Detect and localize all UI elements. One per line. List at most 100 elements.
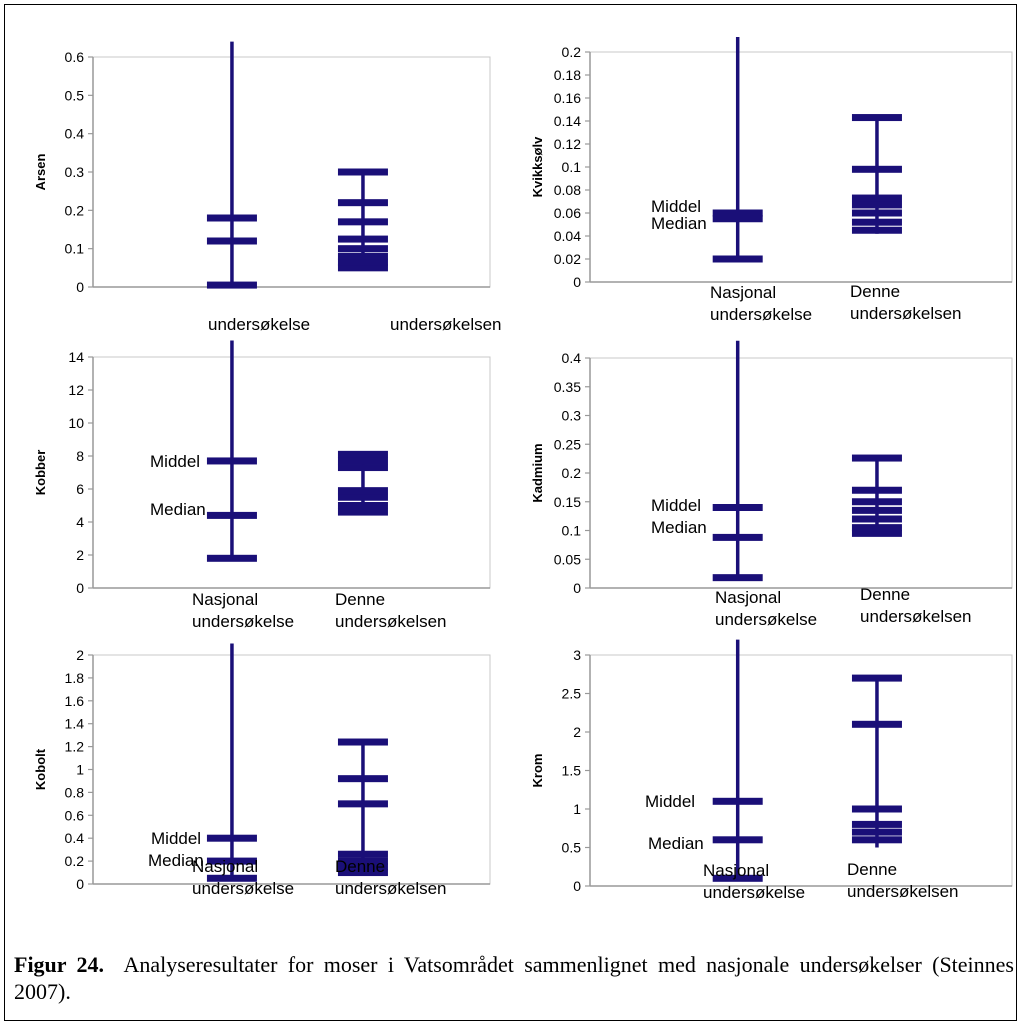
marker-bar bbox=[337, 857, 388, 865]
category-label: Nasjonal undersøkelse bbox=[703, 861, 805, 902]
marker-bar bbox=[337, 869, 388, 877]
marker-bar bbox=[851, 805, 902, 813]
y-tick-label: 14 bbox=[68, 349, 84, 365]
marker-bar bbox=[337, 245, 388, 253]
category-label: Denne undersøkelsen bbox=[335, 857, 447, 898]
y-tick-label: 1.6 bbox=[65, 693, 85, 709]
y-tick-label: 0.02 bbox=[554, 251, 581, 267]
marker-bar bbox=[337, 800, 388, 808]
y-tick-label: 0.5 bbox=[562, 840, 582, 856]
y-axis-label: Kobber bbox=[33, 450, 48, 496]
marker-bar bbox=[337, 218, 388, 226]
y-tick-label: 0.8 bbox=[65, 784, 85, 800]
y-tick-label: 0.06 bbox=[554, 205, 581, 221]
figure-charts: 0 0.1 0.2 0.3 0.4 0.5 0.6 Arsen undersøkelse unde… bbox=[33, 37, 1013, 902]
annotation-label: Median bbox=[148, 851, 204, 870]
y-tick-label: 0.1 bbox=[65, 241, 85, 257]
category-label: Denne undersøkelsen bbox=[860, 585, 972, 626]
plot-area bbox=[92, 356, 491, 589]
y-tick-label: 1 bbox=[573, 801, 581, 817]
y-axis-label: Krom bbox=[530, 754, 545, 788]
marker-bar bbox=[851, 836, 902, 844]
y-tick-label: 1.4 bbox=[65, 716, 85, 732]
figure-caption: Figur 24. Analyseresultater for moser i … bbox=[14, 951, 1014, 1005]
annotation-label: Median bbox=[651, 518, 707, 537]
y-tick-label: 0.2 bbox=[562, 44, 582, 60]
y-tick-label: 2 bbox=[76, 547, 84, 563]
marker-bar bbox=[206, 874, 257, 882]
category-label: Nasjonal undersøkelse bbox=[192, 590, 294, 631]
y-tick-label: 0.2 bbox=[65, 853, 85, 869]
marker-bar bbox=[206, 214, 257, 222]
marker-bar bbox=[337, 258, 388, 266]
y-tick-label: 0.2 bbox=[562, 465, 582, 481]
marker-bar bbox=[337, 487, 388, 495]
chart-5: 0 0.5 1 1.5 2 2.5 3 Krom Nasjonal undersøkelse Den… bbox=[530, 639, 1013, 902]
y-tick-label: 0.5 bbox=[65, 87, 85, 103]
y-tick-label: 0.4 bbox=[562, 350, 582, 366]
category-label: undersøkelsen bbox=[390, 315, 502, 334]
marker-bar bbox=[851, 529, 902, 537]
marker-bar bbox=[337, 264, 388, 272]
marker-bar bbox=[712, 533, 763, 541]
y-tick-label: 0.18 bbox=[554, 67, 581, 83]
marker-bar bbox=[851, 828, 902, 836]
marker-bar bbox=[712, 874, 763, 882]
y-tick-label: 0 bbox=[76, 580, 84, 596]
y-tick-label: 1 bbox=[76, 762, 84, 778]
category-label: Nasjonal undersøkelse bbox=[192, 857, 294, 898]
y-tick-label: 0.14 bbox=[554, 113, 581, 129]
marker-bar bbox=[851, 486, 902, 494]
marker-bar bbox=[206, 281, 257, 289]
y-tick-label: 2 bbox=[573, 724, 581, 740]
marker-bar bbox=[851, 209, 902, 217]
plot-area bbox=[589, 51, 1013, 283]
marker-bar bbox=[337, 450, 388, 458]
marker-bar bbox=[337, 738, 388, 746]
category-label: Nasjonal undersøkelse bbox=[710, 283, 812, 324]
marker-bar bbox=[337, 502, 388, 509]
caption-text: Analyseresultater for moser i Vatsområde… bbox=[14, 952, 1014, 1004]
y-tick-label: 0.12 bbox=[554, 136, 581, 152]
marker-bar bbox=[712, 209, 763, 217]
annotation-label: Middel bbox=[645, 792, 695, 811]
category-label: Denne undersøkelsen bbox=[335, 590, 447, 631]
marker-bar bbox=[337, 775, 388, 783]
y-tick-label: 0.2 bbox=[65, 202, 85, 218]
marker-bar bbox=[851, 524, 902, 532]
y-tick-label: 1.2 bbox=[65, 739, 85, 755]
marker-bar bbox=[851, 498, 902, 506]
marker-bar bbox=[851, 506, 902, 514]
y-tick-label: 0.3 bbox=[65, 164, 85, 180]
y-axis-label: Kvikksølv bbox=[530, 136, 545, 197]
y-tick-label: 0.3 bbox=[562, 408, 582, 424]
marker-bar bbox=[337, 850, 388, 858]
marker-bar bbox=[337, 168, 388, 176]
category-label: Nasjonal undersøkelse bbox=[715, 588, 817, 629]
marker-bar bbox=[337, 863, 388, 871]
marker-bar bbox=[851, 226, 902, 234]
marker-bar bbox=[206, 554, 257, 562]
annotation-label: Median bbox=[150, 500, 206, 519]
marker-bar bbox=[851, 165, 902, 173]
y-tick-label: 12 bbox=[68, 382, 84, 398]
y-tick-label: 0 bbox=[573, 580, 581, 596]
marker-bar bbox=[337, 199, 388, 207]
annotation-label: Middel bbox=[151, 829, 201, 848]
y-tick-label: 2 bbox=[76, 647, 84, 663]
y-tick-label: 2.5 bbox=[562, 686, 582, 702]
marker-bar bbox=[851, 114, 902, 122]
annotation-label: Middel bbox=[651, 496, 701, 515]
y-tick-label: 0.1 bbox=[562, 159, 582, 175]
y-tick-label: 10 bbox=[68, 415, 84, 431]
chart-4: 0 0.2 0.4 0.6 0.8 1 1.2 1.4 1.6 1.8 2 Kobolt Nasjona… bbox=[33, 643, 491, 898]
chart-0: 0 0.1 0.2 0.3 0.4 0.5 0.6 Arsen undersøkelse unde… bbox=[33, 41, 502, 334]
category-label: undersøkelse bbox=[208, 315, 310, 334]
y-tick-label: 0.4 bbox=[65, 126, 85, 142]
y-tick-label: 0 bbox=[573, 878, 581, 894]
annotation-label: Middel bbox=[150, 452, 200, 471]
y-tick-label: 0.25 bbox=[554, 436, 581, 452]
marker-bar bbox=[206, 237, 257, 245]
marker-bar bbox=[337, 252, 388, 260]
y-tick-label: 0.05 bbox=[554, 551, 581, 567]
